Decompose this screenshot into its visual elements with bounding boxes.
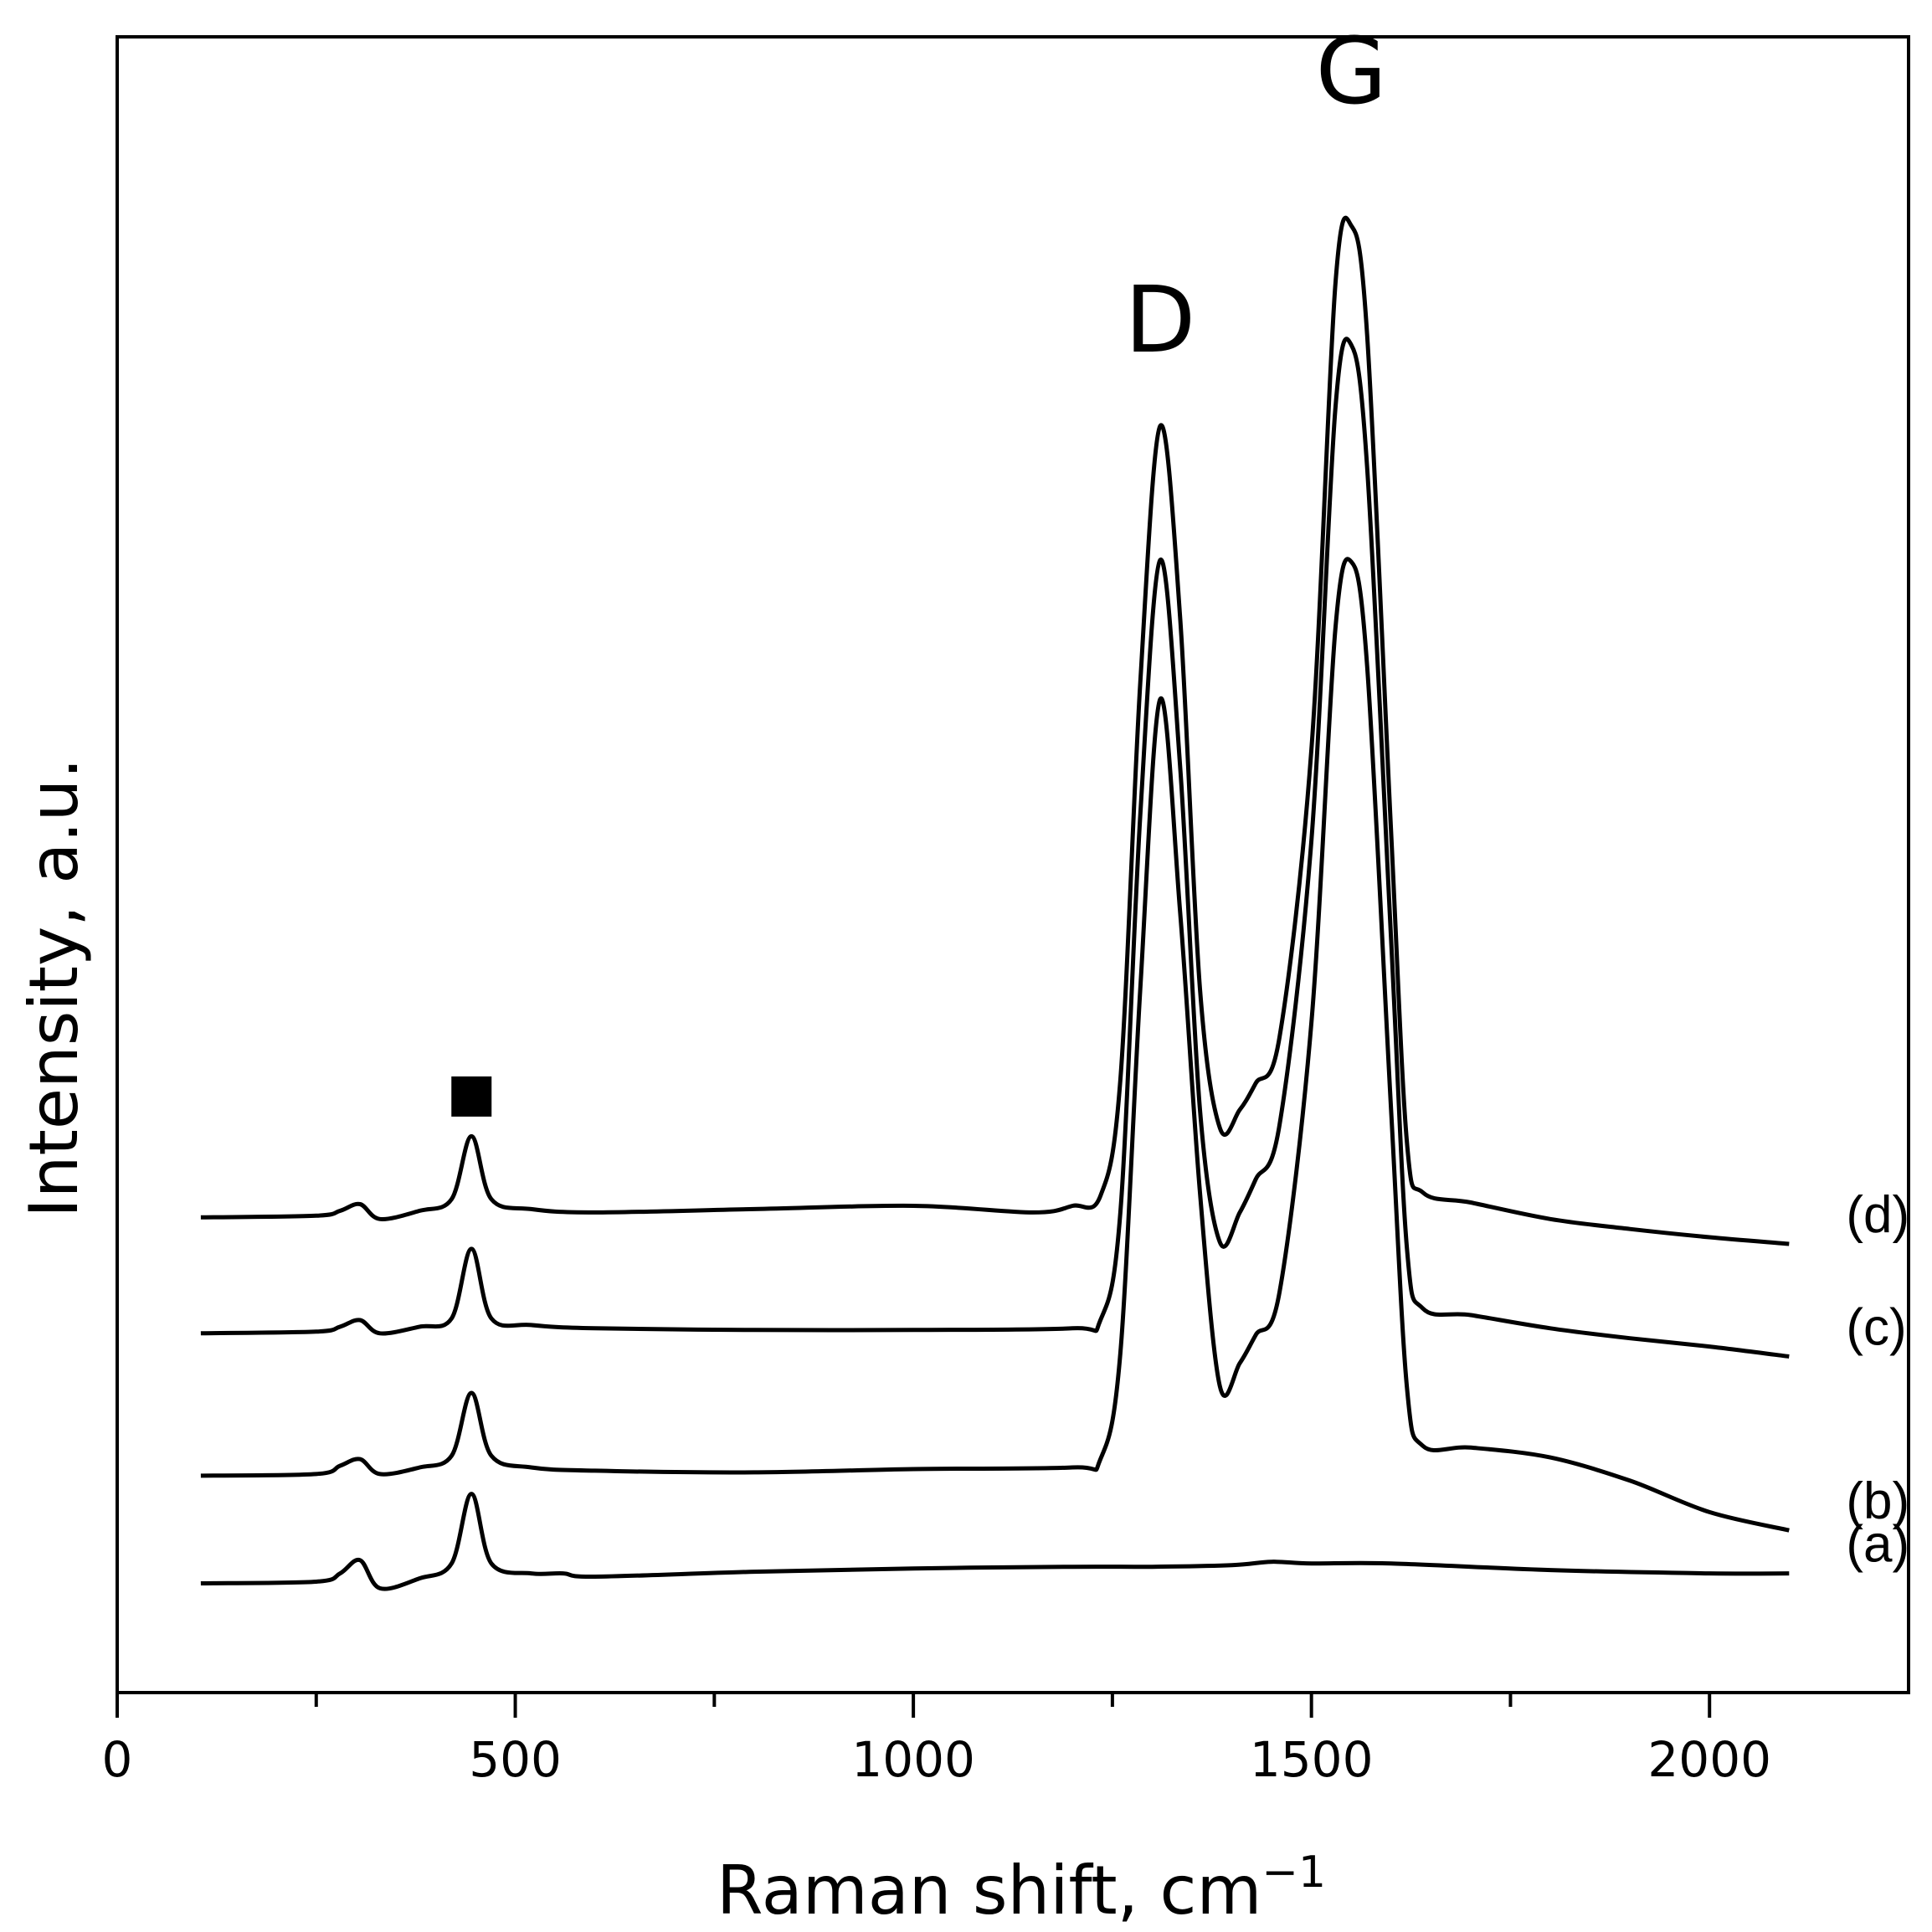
peak-label-G: G	[1316, 18, 1387, 125]
series-label: (c)	[1846, 1298, 1906, 1356]
peak-annotations: DG	[451, 18, 1387, 1117]
series-labels: (a)(b) (c) (d)	[1846, 1186, 1909, 1574]
spectrum-line-a	[200, 1492, 1790, 1591]
x-tick-label: 2000	[1647, 1731, 1771, 1788]
y-axis-title: Intensity, a.u.	[15, 758, 93, 1218]
x-axis-tick-labels: 0 500 1000 1500 2000	[102, 1731, 1771, 1788]
spectrum-line-c	[200, 337, 1790, 1359]
x-tick-label: 0	[102, 1731, 133, 1788]
x-axis-title-superscript: −1	[1261, 1847, 1326, 1898]
spectrum-line-b	[200, 557, 1790, 1533]
filled-square-marker	[451, 1076, 492, 1117]
series-label: (d)	[1846, 1186, 1909, 1244]
peak-label-D: D	[1125, 266, 1196, 373]
series-label: (a)	[1846, 1516, 1909, 1574]
spectrum-traces	[200, 215, 1790, 1591]
x-tick-label: 500	[469, 1731, 562, 1788]
x-tick-label: 1500	[1250, 1731, 1374, 1788]
x-axis-ticks	[116, 1693, 1712, 1718]
x-axis-title: Raman shift, cm−1	[717, 1847, 1326, 1929]
series-label: (b)	[1846, 1472, 1909, 1530]
plot-frame	[116, 35, 1910, 1694]
spectrum-line-d	[200, 215, 1790, 1246]
x-tick-label: 1000	[851, 1731, 975, 1788]
